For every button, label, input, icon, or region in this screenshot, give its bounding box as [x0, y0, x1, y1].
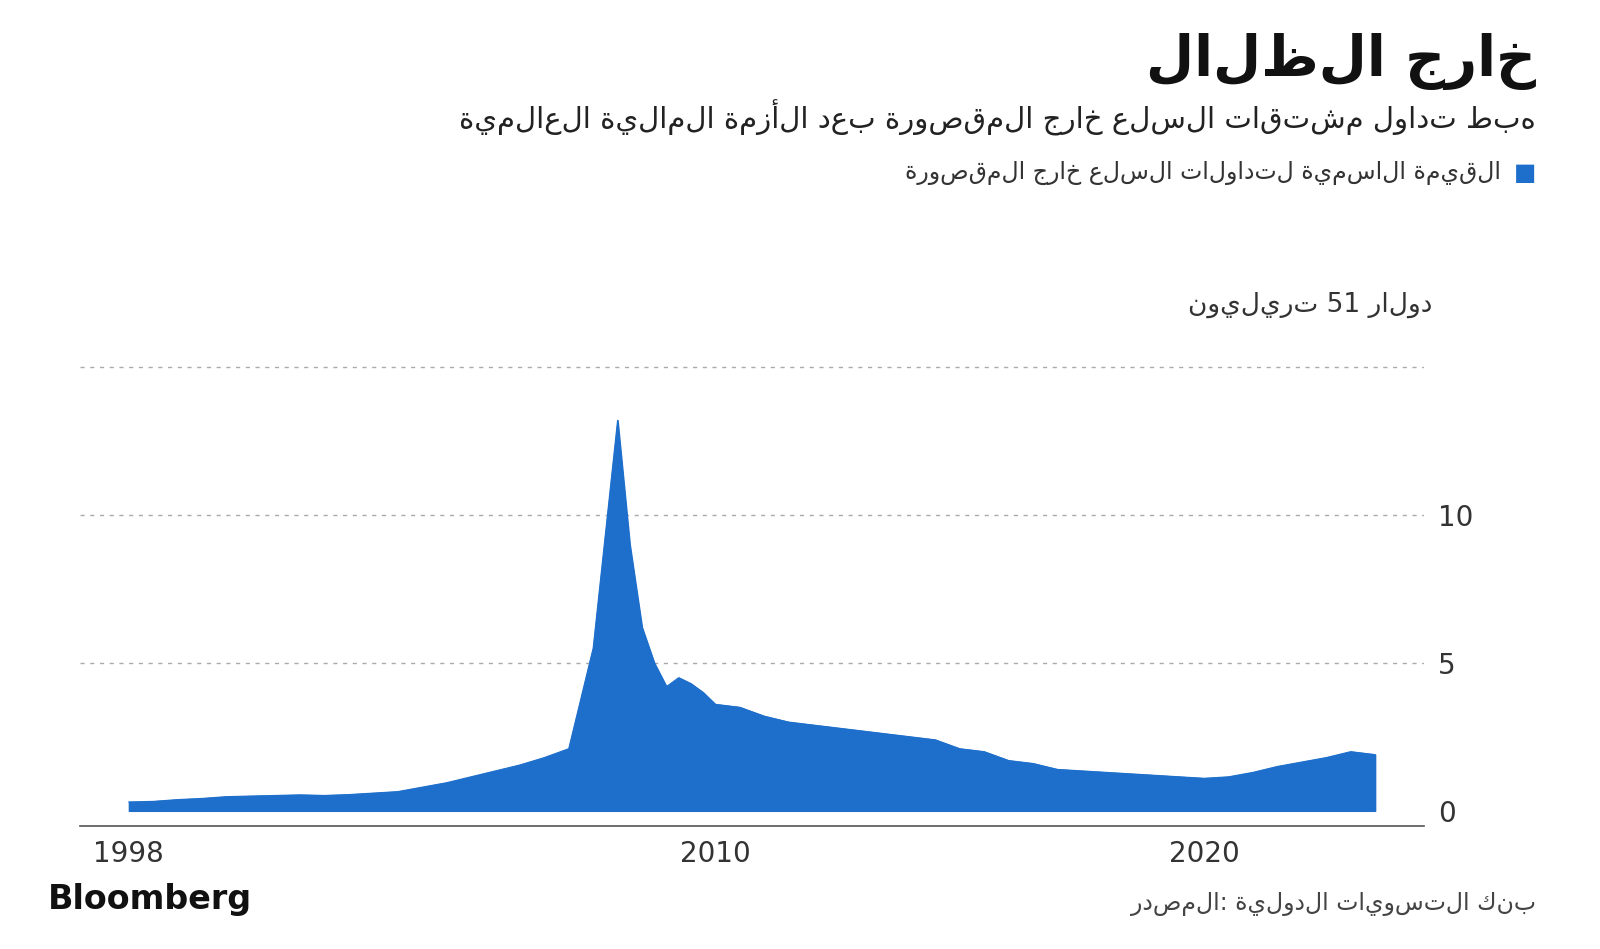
Text: ةروصقملا جراخ علسلا تالوادتل ةيمسالا ةميقلا: ةروصقملا جراخ علسلا تالوادتل ةيمسالا ةمي…	[906, 161, 1501, 185]
Text: لالظلا جراخ: لالظلا جراخ	[1146, 33, 1536, 90]
Text: ■: ■	[1514, 161, 1536, 185]
Text: Bloomberg: Bloomberg	[48, 883, 253, 916]
Text: نويليرت 51 رالود: نويليرت 51 رالود	[1187, 291, 1432, 318]
Text: ردصملا: ةيلودلا تايوستلا كنب: ردصملا: ةيلودلا تايوستلا كنب	[1131, 892, 1536, 916]
Text: ةيملاعلا ةيلاملا ةمزألا دعب ةروصقملا جراخ علسلا تاقتشم لوادت طبه: ةيملاعلا ةيلاملا ةمزألا دعب ةروصقملا جرا…	[459, 100, 1536, 136]
